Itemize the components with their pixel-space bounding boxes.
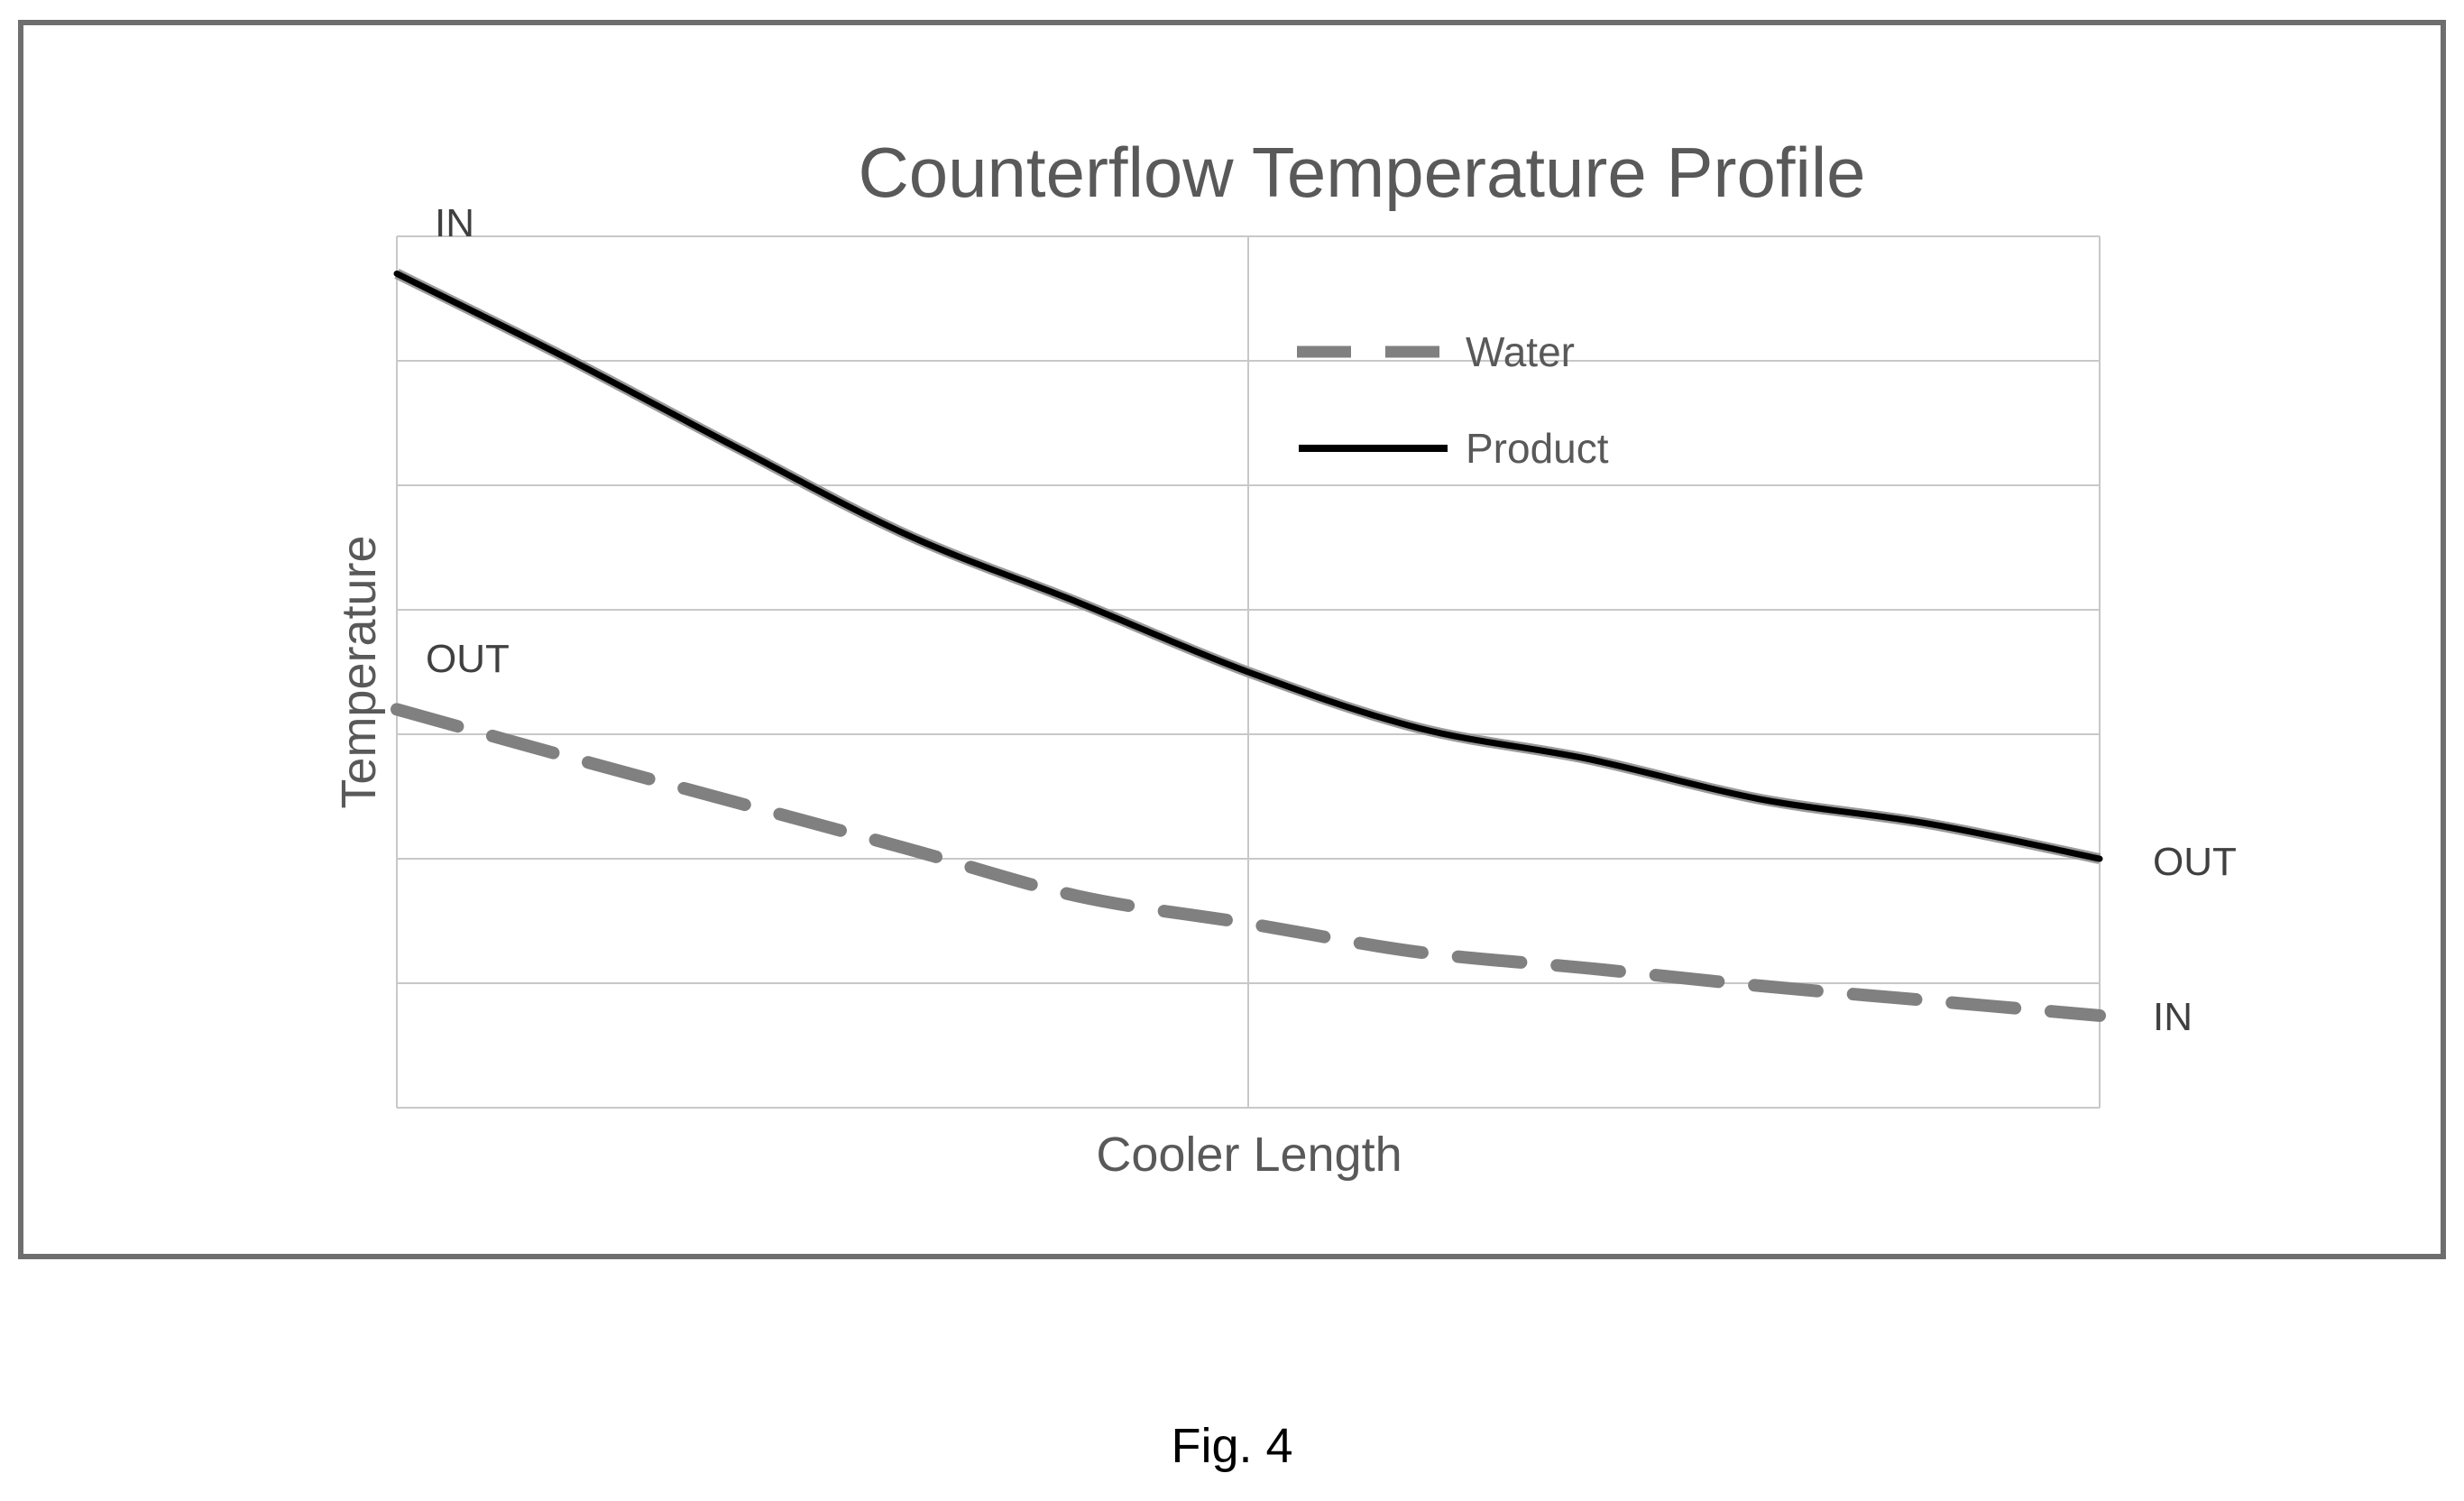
y-axis-label: Temperature bbox=[332, 535, 386, 808]
annotation-water-in: IN bbox=[2153, 995, 2193, 1039]
figure-caption: Fig. 4 bbox=[1171, 1419, 1293, 1473]
chart-title: Counterflow Temperature Profile bbox=[858, 133, 1865, 212]
legend: Water Product bbox=[1297, 328, 1609, 472]
x-axis-label: Cooler Length bbox=[1096, 1128, 1402, 1182]
series-lines bbox=[391, 269, 2106, 1022]
legend-water-label: Water bbox=[1466, 328, 1575, 375]
annotation-product-in: IN bbox=[435, 201, 474, 245]
series-product-line bbox=[393, 270, 2103, 862]
legend-product-label: Product bbox=[1466, 425, 1609, 472]
series-water-line bbox=[391, 703, 2106, 1022]
annotation-product-out: OUT bbox=[2153, 840, 2237, 884]
chart-border bbox=[18, 20, 2446, 1259]
annotation-water-out: OUT bbox=[426, 637, 510, 681]
